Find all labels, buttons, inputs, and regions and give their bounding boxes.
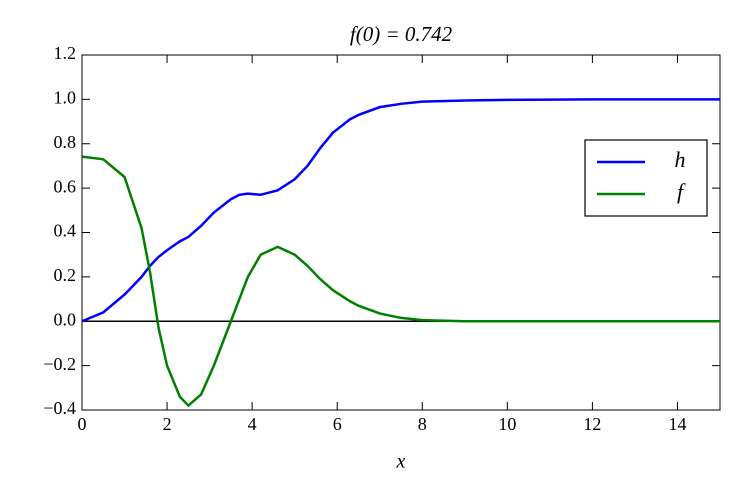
legend-label: f — [677, 179, 686, 204]
legend-label: h — [675, 147, 686, 172]
y-tick-label: 0.6 — [54, 176, 77, 196]
x-tick-label: 4 — [248, 414, 257, 434]
y-tick-label: −0.2 — [43, 354, 76, 374]
y-tick-label: 1.0 — [54, 88, 77, 108]
line-series — [81, 155, 720, 408]
y-tick-label: 0.8 — [54, 132, 77, 152]
x-tick-label: 12 — [583, 414, 601, 434]
x-tick-label: 10 — [498, 414, 516, 434]
x-tick-label: 0 — [78, 414, 87, 434]
y-tick-label: −0.4 — [43, 398, 76, 418]
x-tick-label: 14 — [668, 414, 686, 434]
y-tick-label: 1.2 — [54, 43, 77, 63]
x-tick-label: 6 — [333, 414, 342, 434]
y-tick-label: 0.4 — [54, 221, 77, 241]
chart-title: f(0) = 0.742 — [350, 22, 453, 46]
y-tick-label: 0.0 — [54, 309, 77, 329]
legend-box — [584, 139, 708, 217]
x-axis-label: x — [396, 451, 406, 473]
x-tick-label: 8 — [418, 414, 427, 434]
x-tick-label: 2 — [163, 414, 172, 434]
plot-frame — [81, 54, 721, 411]
line-series — [81, 98, 720, 323]
y-tick-label: 0.2 — [54, 265, 77, 285]
